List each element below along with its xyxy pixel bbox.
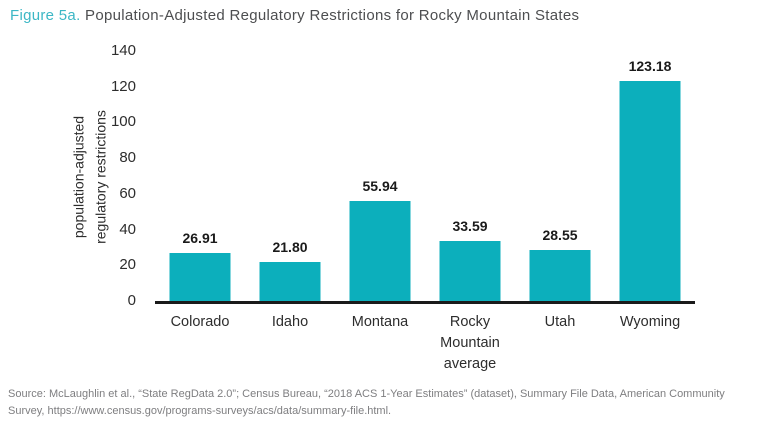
bar-utah [529, 250, 591, 301]
bar-group: 26.91 [155, 51, 245, 301]
bar-value-label: 55.94 [362, 178, 398, 195]
bar-value-label: 21.80 [272, 239, 308, 256]
x-tick-label: Idaho [271, 314, 309, 330]
figure-title-text: Population-Adjusted Regulatory Restricti… [80, 7, 580, 24]
y-tick-label: 0 [127, 292, 136, 309]
y-tick-label: 80 [119, 149, 136, 167]
plot-area: 26.91 21.80 55.94 33.59 28.55 123.18 [155, 51, 695, 304]
bar-rocky-mountain-average [439, 241, 501, 301]
y-tick-label: 40 [119, 220, 136, 238]
bar-colorado [169, 252, 231, 301]
y-tick-label: 140 [110, 42, 136, 59]
y-tick-label: 100 [110, 113, 136, 131]
bar-group: 33.59 [425, 51, 515, 301]
bar-value-label: 28.55 [542, 227, 578, 244]
bar-group: 123.18 [605, 51, 695, 301]
source-note: Source: McLaughlin et al., “State RegDat… [8, 386, 764, 420]
bar-montana [349, 201, 411, 301]
y-tick-label: 120 [110, 77, 136, 95]
bar-value-label: 33.59 [452, 218, 488, 235]
figure-title: Figure 5a. Population-Adjusted Regulator… [10, 7, 579, 24]
x-tick-label: Colorado [170, 314, 230, 330]
x-tick-label: Utah [544, 314, 576, 330]
y-axis-label-line1: population-adjusted [70, 115, 87, 239]
y-tick-label: 60 [119, 184, 136, 202]
x-tick-label: Montana [351, 314, 409, 330]
bar-wyoming [619, 81, 681, 301]
bar-idaho [259, 262, 321, 301]
bar-group: 55.94 [335, 51, 425, 301]
figure-number: Figure 5a. [10, 7, 81, 24]
x-axis-labels: Colorado Idaho Montana Rocky Mountain avera… [155, 312, 695, 375]
y-tick-label: 20 [119, 256, 136, 274]
bar-value-label: 123.18 [628, 58, 672, 75]
bar-group: 21.80 [245, 51, 335, 301]
bar-group: 28.55 [515, 51, 605, 301]
source-line1: Source: McLaughlin et al., “State RegDat… [8, 388, 725, 400]
source-line2: Survey, https://www.census.gov/programs-… [8, 405, 392, 417]
x-tick-label: Rocky Mountain average [440, 314, 500, 372]
bar-value-label: 26.91 [182, 229, 218, 246]
x-tick-label: Wyoming [619, 314, 681, 330]
